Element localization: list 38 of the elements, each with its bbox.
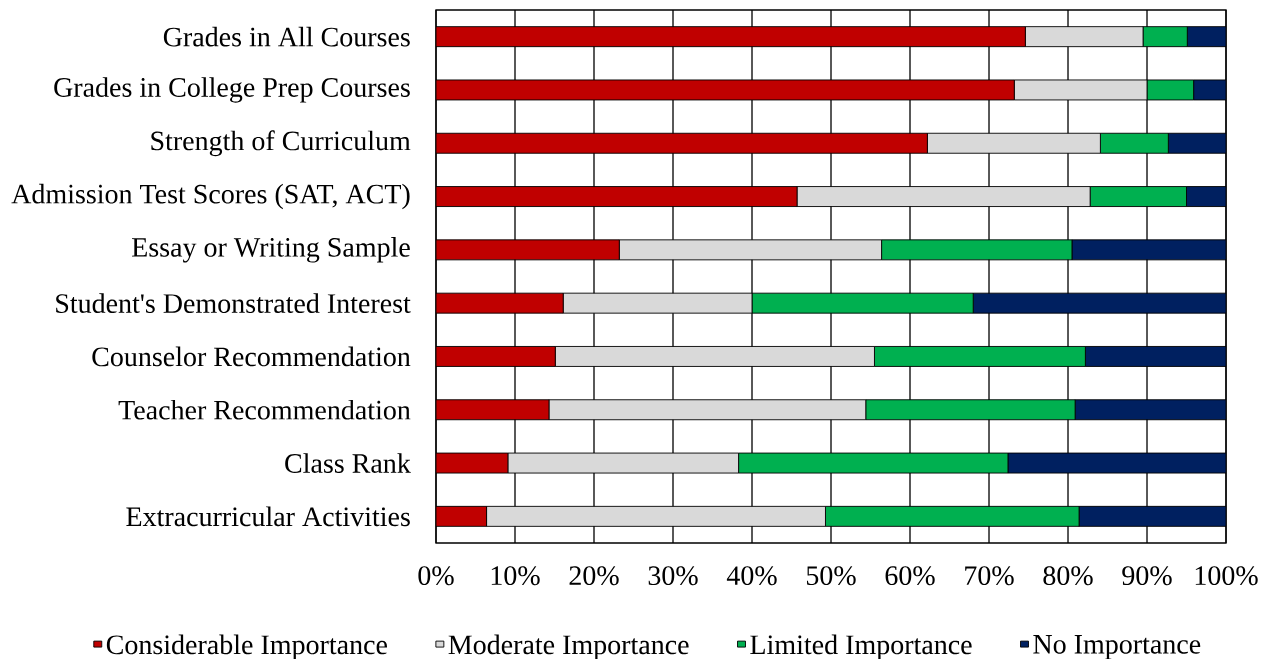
x-tick-label: 20% xyxy=(569,566,619,586)
y-tick-label: Counselor Recommendation xyxy=(92,346,411,367)
bar xyxy=(436,186,798,207)
x-tick-label: 70% xyxy=(965,566,1014,586)
legend-label: Considerable Importance xyxy=(106,634,387,659)
x-tick-label: 0% xyxy=(418,566,454,586)
bar xyxy=(436,26,1026,48)
y-tick-label: Admission Test Scores (SAT, ACT) xyxy=(11,183,410,210)
y-tick-label: Student's Demonstrated Interest xyxy=(56,293,411,314)
bar xyxy=(1167,132,1227,154)
bar xyxy=(1074,399,1227,421)
bar xyxy=(436,79,1015,101)
y-tick-label: Strength of Curriculum xyxy=(151,130,411,157)
y-tick-label: Grades in College Prep Courses xyxy=(54,77,410,103)
bar xyxy=(1084,346,1227,367)
bar xyxy=(436,346,556,367)
y-tick-label: Extracurricular Activities xyxy=(126,506,410,527)
y-tick-label: Essay or Writing Sample xyxy=(132,237,410,263)
bar xyxy=(436,399,550,421)
legend-label: Limited Importance xyxy=(750,634,972,659)
bar xyxy=(1078,505,1227,527)
bar xyxy=(1186,186,1227,207)
bar xyxy=(1186,26,1227,48)
y-tick-label: Grades in All Courses xyxy=(163,26,410,47)
x-tick-label: 80% xyxy=(1043,566,1093,586)
x-tick-label: 90% xyxy=(1122,566,1172,586)
y-tick-label: Teacher Recommendation xyxy=(118,399,411,420)
legend-label: Moderate Importance xyxy=(448,634,689,659)
x-tick-label: 50% xyxy=(806,566,856,586)
y-tick-label: Class Rank xyxy=(285,453,411,473)
x-tick-label: 60% xyxy=(885,566,935,586)
x-tick-label: 100% xyxy=(1195,566,1258,586)
x-tick-label: 40% xyxy=(726,566,777,586)
legend-label: No Importance xyxy=(1033,635,1201,659)
bar xyxy=(436,132,928,154)
x-tick-label: 30% xyxy=(648,566,698,586)
x-tick-label: 10% xyxy=(491,566,540,586)
bar xyxy=(436,505,488,527)
